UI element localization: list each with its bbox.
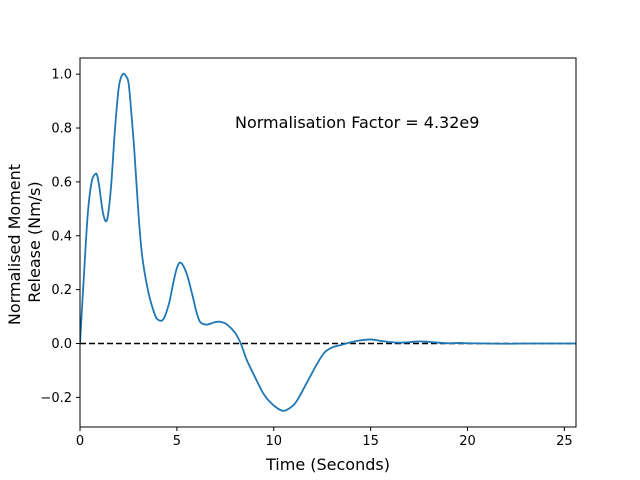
y-tick-label: 1.0 <box>51 68 72 83</box>
axes-frame <box>79 57 577 428</box>
x-tick-label: 0 <box>76 434 84 449</box>
normalisation-annotation: Normalisation Factor = 4.32e9 <box>235 113 479 132</box>
y-tick-label: 0.4 <box>51 229 72 244</box>
x-tick-label: 25 <box>556 434 573 449</box>
x-tick-label: 10 <box>265 434 282 449</box>
x-tick-label: 5 <box>173 434 181 449</box>
x-axis-label: Time (Seconds) <box>265 455 390 474</box>
x-tick-label: 20 <box>459 434 476 449</box>
y-tick-label: 0.2 <box>51 283 72 298</box>
y-axis-label-line-2: Release (Nm/s) <box>25 181 44 302</box>
y-tick-label: −0.2 <box>40 391 72 406</box>
y-tick-label: 0.6 <box>51 175 72 190</box>
plot-area <box>80 72 576 412</box>
axis-ticks: 0 5 10 15 20 25 −0.2 0.0 0.2 0.4 0.6 0.8 1.0 <box>40 68 572 449</box>
series-line-0 <box>80 72 576 412</box>
y-tick-label: 0.8 <box>51 122 72 137</box>
y-axis-label-line-1: Normalised Moment <box>5 164 24 325</box>
y-axis-label: Normalised Moment Release (Nm/s) <box>5 159 44 325</box>
y-tick-label: 0.0 <box>51 337 72 352</box>
x-tick-label: 15 <box>362 434 379 449</box>
